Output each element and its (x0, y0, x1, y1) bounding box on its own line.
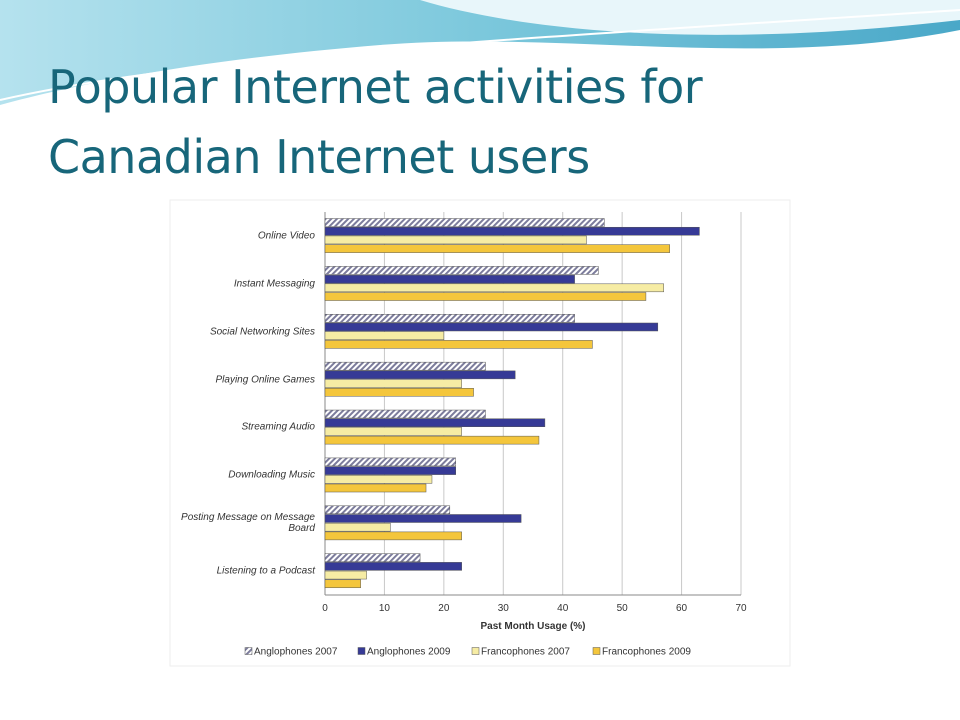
bar (324, 340, 593, 349)
bar (324, 379, 462, 388)
bar (324, 483, 427, 493)
bar (324, 505, 451, 515)
bar (324, 322, 659, 332)
bar (324, 466, 456, 475)
x-tick-label: 70 (735, 603, 747, 614)
legend-label: Anglophones 2009 (367, 647, 451, 658)
y-tick-label: Instant Messaging (233, 278, 315, 290)
bar (324, 522, 391, 532)
bar (324, 579, 361, 589)
bar (324, 457, 456, 467)
bar (324, 388, 474, 397)
bar (324, 409, 486, 419)
plot: 0 10 20 30 40 50 60 70 Past Month Usage (%) Anglo… (244, 212, 747, 658)
bar (324, 570, 367, 580)
legend-label: Anglophones 2007 (254, 647, 338, 658)
x-tick-label: 0 (322, 603, 328, 614)
legend-swatch (244, 647, 253, 655)
y-tick-label: Online Video (257, 230, 315, 242)
bar (324, 226, 700, 236)
bar (324, 244, 670, 253)
legend-label: Francophones 2009 (602, 647, 691, 658)
x-tick-label: 10 (379, 603, 391, 614)
x-tick-label: 60 (676, 603, 688, 614)
x-tick-label: 40 (557, 603, 569, 614)
y-tick-label: Listening to a Podcast (216, 565, 315, 577)
bar (324, 292, 647, 301)
bar (324, 235, 587, 245)
y-tick-label: Social Networking Sites (209, 326, 315, 338)
x-tick-label: 20 (438, 603, 450, 614)
legend-label: Francophones 2007 (481, 647, 570, 658)
bar (324, 531, 462, 541)
y-tick-label: Playing Online Games (215, 374, 316, 386)
bar (324, 218, 605, 227)
x-tick-label: 50 (617, 603, 629, 614)
bar (324, 266, 599, 275)
slide-title: Popular Internet activities for Canadian… (48, 60, 703, 184)
bar (324, 562, 462, 571)
header-line (0, 9, 960, 101)
x-tick-label: 30 (498, 603, 510, 614)
y-tick-label: Posting Message on Message Board (181, 512, 315, 535)
bar (324, 274, 575, 284)
legend-swatch (592, 647, 601, 655)
bar (324, 435, 540, 445)
bar (324, 553, 421, 562)
y-tick-label: Streaming Audio (241, 421, 315, 433)
bar (324, 475, 433, 484)
bar (324, 418, 546, 427)
x-axis-label: Past Month Usage (%) (480, 621, 585, 632)
legend-swatch (357, 647, 366, 655)
bar (324, 427, 462, 436)
bar (324, 361, 486, 371)
y-tick-label: Downloading Music (228, 469, 315, 481)
bar (324, 331, 445, 340)
header-highlight (420, 0, 960, 35)
bar (324, 314, 575, 323)
bar (324, 514, 522, 523)
bar (324, 283, 664, 293)
legend-swatch (471, 647, 480, 655)
bar (324, 370, 516, 380)
